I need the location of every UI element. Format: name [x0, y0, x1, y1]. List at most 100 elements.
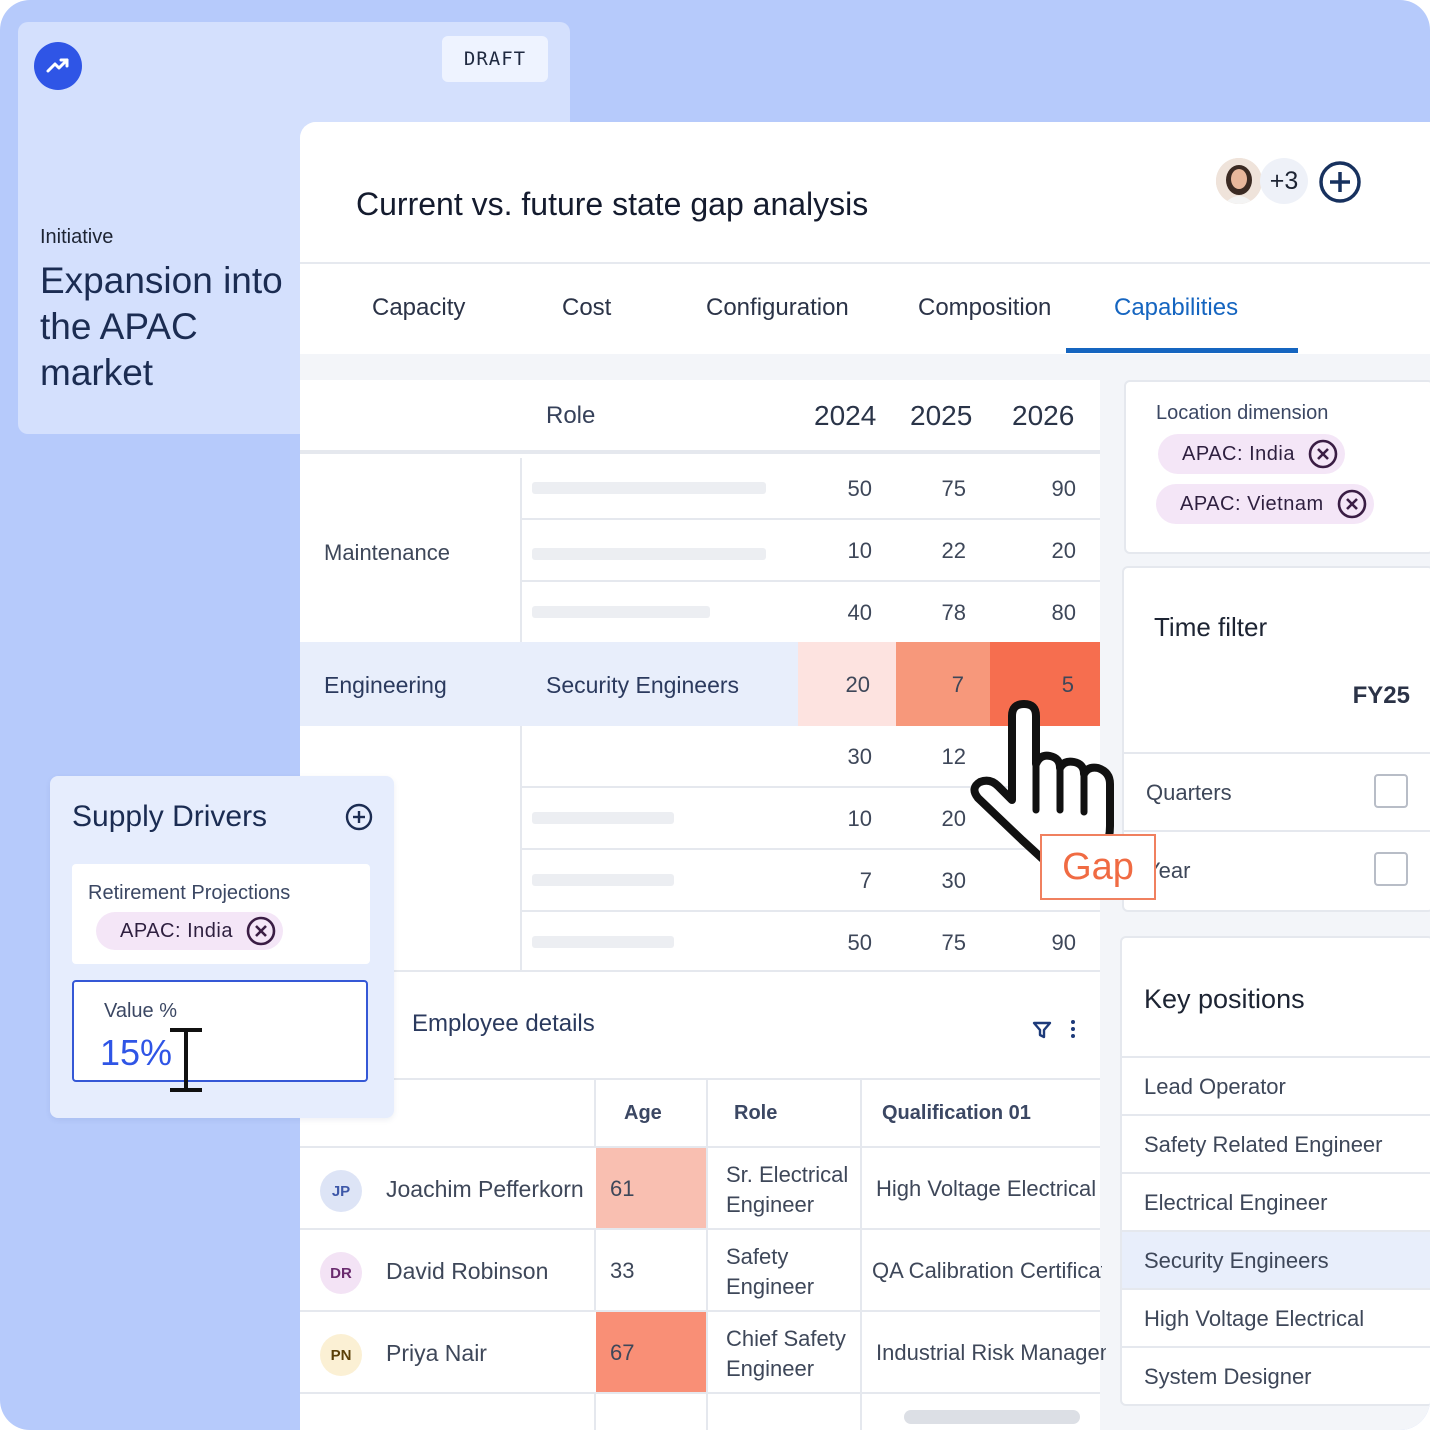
age-value: 33: [610, 1258, 635, 1283]
qualification-column-header[interactable]: Qualification 01: [882, 1102, 1031, 1124]
key-position-item[interactable]: Electrical Engineer: [1122, 1172, 1430, 1230]
table-row-highlighted[interactable]: Engineering Security Engineers 20 7 5: [300, 642, 1100, 726]
remove-chip-icon[interactable]: [1336, 488, 1368, 520]
table-row[interactable]: 7 30: [522, 850, 1100, 912]
divider: [860, 1148, 862, 1228]
key-position-item[interactable]: High Voltage Electrical: [1122, 1288, 1430, 1346]
role-placeholder-bar: [532, 874, 674, 886]
role-column-header: Role: [546, 402, 596, 429]
engineering-label: Engineering: [324, 672, 447, 698]
quarters-checkbox[interactable]: [1374, 774, 1408, 808]
chip-label: APAC: India: [1182, 442, 1295, 465]
employee-qualification: QA Calibration Certification: [872, 1258, 1102, 1283]
horizontal-scrollbar[interactable]: [904, 1410, 1080, 1424]
employee-details-title: Employee details: [412, 1010, 595, 1037]
table-row[interactable]: 50 75 90: [522, 458, 1100, 520]
tab-cost[interactable]: Cost: [562, 294, 612, 321]
plus-circle-icon[interactable]: [344, 802, 374, 832]
table-row[interactable]: DR David Robinson 33 Safety Engineer QA …: [300, 1230, 1102, 1312]
employee-details-section: Employee details Age Role Qualification …: [300, 970, 1106, 1430]
key-position-item[interactable]: System Designer: [1122, 1346, 1430, 1404]
year-2024-header: 2024: [814, 400, 877, 431]
cell-2024: 10: [847, 806, 872, 831]
divider: [860, 1230, 862, 1310]
page-title: Current vs. future state gap analysis: [356, 186, 869, 222]
tab-capabilities[interactable]: Capabilities: [1114, 294, 1239, 321]
remove-chip-icon[interactable]: [1307, 438, 1339, 470]
key-position-item-selected[interactable]: Security Engineers: [1122, 1230, 1430, 1288]
tab-bar: Capacity Cost Configuration Composition …: [300, 264, 1430, 354]
active-tab-indicator: [1066, 348, 1298, 353]
value-percent-input[interactable]: 15%: [100, 1032, 173, 1073]
draft-badge: DRAFT: [442, 36, 548, 82]
quarters-option[interactable]: Quarters: [1124, 752, 1430, 830]
divider: [706, 1394, 708, 1430]
table-row[interactable]: 10 20: [522, 788, 1100, 850]
divider: [594, 1230, 596, 1310]
cell-value: 20: [845, 672, 870, 697]
plus-circle-icon[interactable]: [1318, 160, 1362, 204]
employee-role: Chief Safety Engineer: [726, 1326, 846, 1381]
cell-2026: 90: [1051, 930, 1076, 955]
role-placeholder-bar: [532, 812, 674, 824]
trending-up-icon[interactable]: [34, 42, 82, 90]
filter-icon[interactable]: [1032, 1020, 1052, 1040]
gap-analysis-panel: Current vs. future state gap analysis +3…: [300, 122, 1430, 1430]
retirement-projections-card[interactable]: Retirement Projections APAC: India: [72, 864, 370, 964]
supply-drivers-card: Supply Drivers Retirement Projections AP…: [50, 776, 394, 1118]
employee-name: Joachim Pefferkorn: [386, 1176, 584, 1202]
divider: [520, 458, 522, 642]
cell-2025: 12: [941, 744, 966, 769]
tab-configuration[interactable]: Configuration: [706, 294, 849, 321]
role-placeholder-bar: [532, 548, 766, 560]
more-options-icon[interactable]: [1066, 1018, 1080, 1040]
time-filter-value[interactable]: FY25: [1352, 682, 1410, 709]
cell-2026: 90: [1051, 476, 1076, 501]
table-row[interactable]: 10 22 20: [522, 520, 1100, 582]
cell-2024: 30: [847, 744, 872, 769]
table-row[interactable]: PN Priya Nair 67 Chief Safety Engineer I…: [300, 1312, 1106, 1394]
location-chip-india[interactable]: APAC: India: [96, 912, 283, 950]
key-position-item[interactable]: Lead Operator: [1122, 1056, 1430, 1114]
user-avatar[interactable]: [1216, 158, 1262, 204]
location-chip-india[interactable]: APAC: India: [1158, 434, 1345, 474]
cell-2025: 78: [941, 600, 966, 625]
age-column-header[interactable]: Age: [624, 1102, 662, 1124]
gap-table: Role 2024 2025 2026 Maintenance 50 75 90…: [300, 380, 1100, 974]
divider: [520, 726, 522, 970]
location-dimension-title: Location dimension: [1156, 402, 1329, 424]
supply-drivers-title: Supply Drivers: [72, 800, 268, 833]
table-row[interactable]: 40 78 80: [522, 582, 1100, 644]
divider: [706, 1312, 708, 1392]
cell-value: 7: [951, 672, 964, 697]
employee-role: Sr. Electrical Engineer: [726, 1162, 849, 1217]
tab-composition[interactable]: Composition: [918, 294, 1052, 321]
key-positions-title: Key positions: [1144, 984, 1305, 1014]
divider: [706, 1230, 708, 1310]
value-percent-field[interactable]: Value % 15%: [72, 980, 368, 1092]
time-filter-panel: Time filter FY25 Quarters Year: [1122, 566, 1430, 912]
cell-2025: 75: [941, 930, 966, 955]
location-chip-vietnam[interactable]: APAC: Vietnam: [1156, 484, 1374, 524]
table-row[interactable]: JP Joachim Pefferkorn 61 Sr. Electrical …: [300, 1148, 1100, 1230]
cell-2024: 7: [859, 868, 872, 893]
year-checkbox[interactable]: [1374, 852, 1408, 886]
table-row[interactable]: 50 75 90: [522, 912, 1100, 974]
tab-capacity[interactable]: Capacity: [372, 294, 466, 321]
item-label: Lead Operator: [1144, 1074, 1286, 1099]
gap-label: Gap: [1040, 834, 1156, 900]
employee-table-header: Age Role Qualification 01: [300, 1078, 1100, 1148]
year-option[interactable]: Year: [1124, 830, 1430, 908]
cell-2026: 80: [1051, 600, 1076, 625]
avatar: JP: [320, 1170, 362, 1212]
cell-2025: 75: [941, 476, 966, 501]
time-filter-title: Time filter: [1154, 612, 1268, 642]
hand-pointer-icon: [970, 700, 1114, 866]
more-users-count[interactable]: +3: [1260, 158, 1308, 204]
remove-chip-icon[interactable]: [245, 915, 277, 947]
panel-header: Current vs. future state gap analysis +3: [300, 122, 1430, 264]
key-position-item[interactable]: Safety Related Engineer: [1122, 1114, 1430, 1172]
role-column-header[interactable]: Role: [734, 1102, 778, 1124]
table-row[interactable]: 30 12: [522, 726, 1100, 788]
